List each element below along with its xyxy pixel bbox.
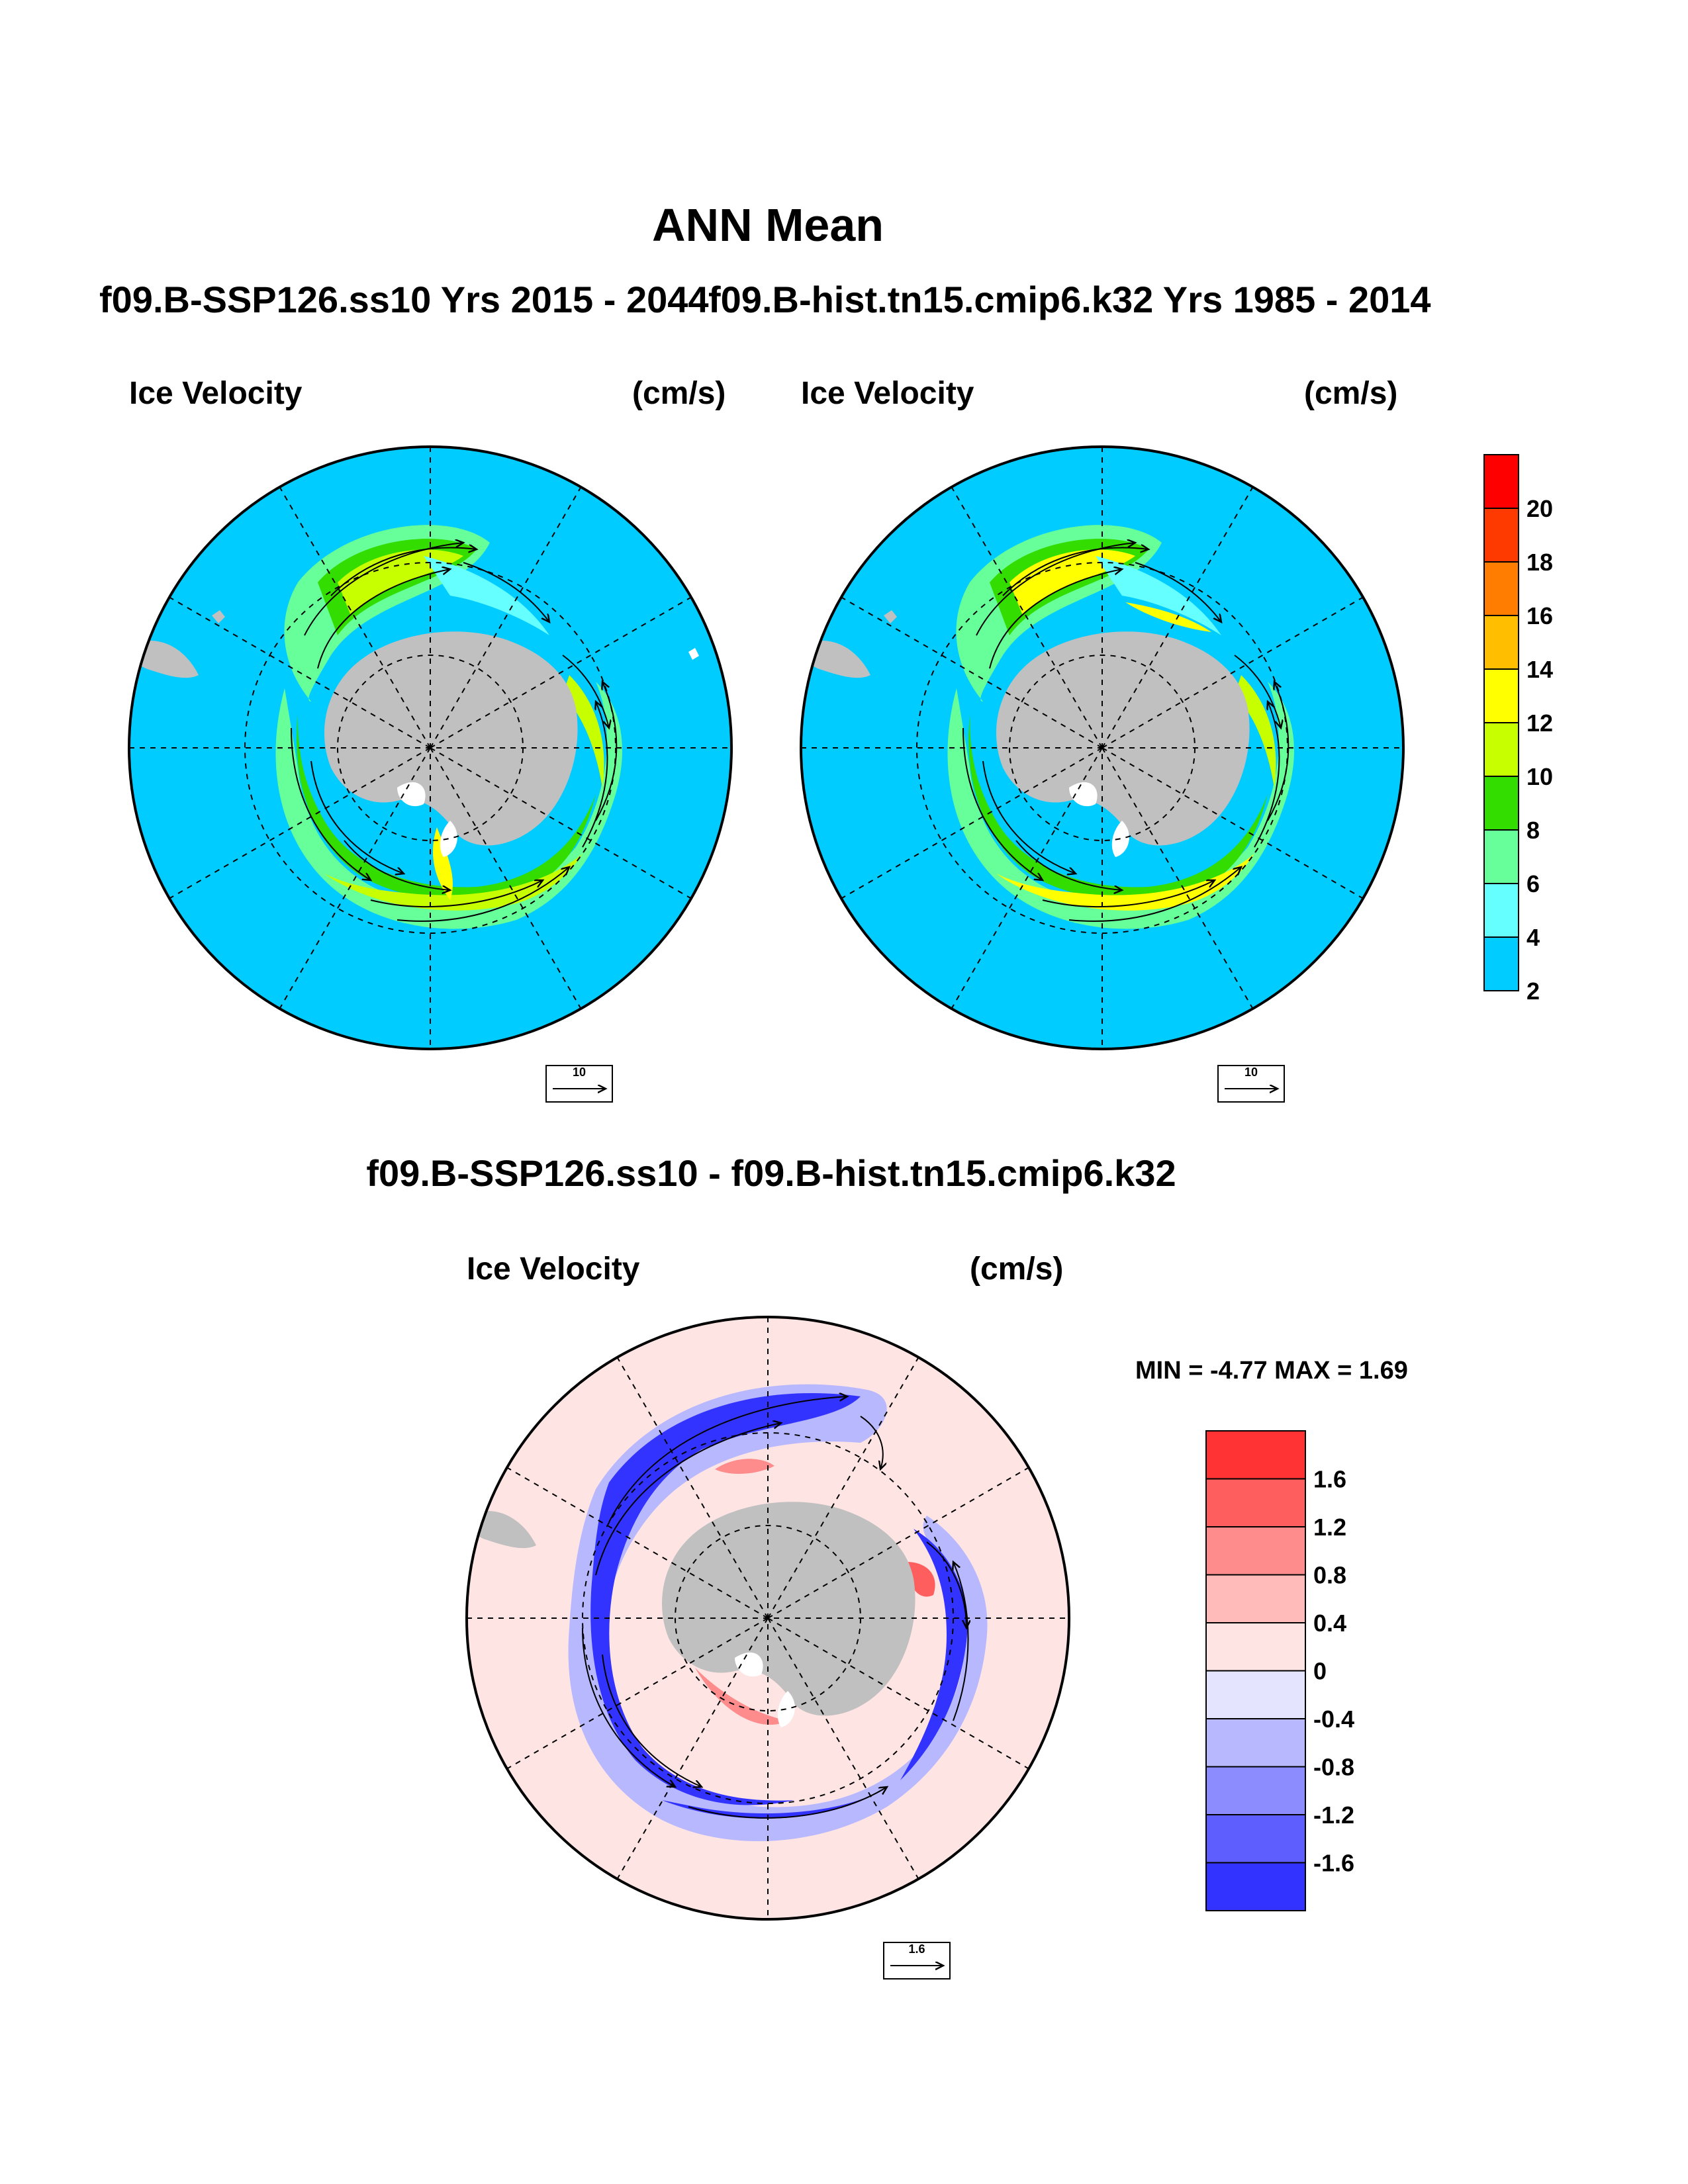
panel1-ref-vector-box — [545, 1065, 613, 1103]
colorbar-main-label: 6 — [1526, 870, 1540, 897]
panel2-units-label: (cm/s) — [1304, 376, 1398, 411]
panel1-field-label: Ice Velocity — [129, 376, 303, 411]
colorbar-diff-box — [1205, 1670, 1306, 1719]
colorbar-diff-box — [1205, 1766, 1306, 1815]
panel2-field — [801, 447, 1403, 1049]
colorbar-main-box — [1483, 776, 1519, 831]
minmax-text: MIN = -4.77 MAX = 1.69 — [1135, 1357, 1408, 1385]
colorbar-diff-label: 1.6 — [1313, 1466, 1346, 1493]
colorbar-diff-box — [1205, 1862, 1306, 1911]
colorbar-main-label: 8 — [1526, 817, 1540, 844]
colorbar-diff-box — [1205, 1430, 1306, 1480]
colorbar-diff-label: -1.2 — [1313, 1801, 1354, 1829]
panel2-ref-vector-label: 10 — [1244, 1066, 1258, 1079]
panel3-field-label: Ice Velocity — [467, 1251, 640, 1287]
panel1-ref-vector-label: 10 — [572, 1066, 586, 1079]
colorbar-main-label: 18 — [1526, 549, 1553, 576]
case2-title: f09.B-hist.tn15.cmip6.k32 Yrs 1985 - 201… — [708, 279, 1431, 320]
colorbar-diff-box — [1205, 1574, 1306, 1623]
panel3-ref-vector-box — [883, 1942, 951, 1979]
panel1-units-label: (cm/s) — [632, 376, 726, 411]
colorbar-diff-box — [1205, 1526, 1306, 1576]
colorbar-main: 20 18 16 14 12 10 8 6 4 2 — [1483, 454, 1553, 1005]
colorbar-main-box — [1483, 829, 1519, 884]
case1-title: f09.B-SSP126.ss10 Yrs 2015 - 2044 — [99, 279, 709, 320]
colorbar-main-box — [1483, 883, 1519, 938]
colorbar-diff-label: 0.4 — [1313, 1610, 1346, 1637]
panel2-field-label: Ice Velocity — [801, 376, 974, 411]
colorbar-diff-label: -1.6 — [1313, 1850, 1354, 1877]
colorbar-main-label: 12 — [1526, 709, 1553, 737]
colorbar-diff-box — [1205, 1814, 1306, 1864]
panel3-ref-vector-label: 1.6 — [908, 1942, 925, 1956]
colorbar-diff: 1.6 1.2 0.8 0.4 0 -0.4 -0.8 -1.2 -1.6 — [1205, 1430, 1354, 1911]
colorbar-diff-box — [1205, 1718, 1306, 1768]
colorbar-main-label: 16 — [1526, 602, 1553, 629]
colorbar-diff-label: 0 — [1313, 1658, 1327, 1685]
colorbar-diff-label: -0.8 — [1313, 1754, 1354, 1781]
colorbar-main-box — [1483, 722, 1519, 777]
colorbar-diff-label: -0.4 — [1313, 1706, 1354, 1733]
panel3-units-label: (cm/s) — [970, 1251, 1064, 1287]
panel3-field — [467, 1317, 1069, 1919]
colorbar-main-box — [1483, 508, 1519, 563]
main-title: ANN Mean — [651, 199, 884, 251]
colorbar-main-label: 10 — [1526, 763, 1553, 790]
colorbar-main-box — [1483, 615, 1519, 670]
colorbar-main-box — [1483, 936, 1519, 991]
colorbar-diff-box — [1205, 1478, 1306, 1527]
colorbar-diff-box — [1205, 1622, 1306, 1672]
panel2-ref-vector-box — [1217, 1065, 1285, 1103]
colorbar-main-box — [1483, 668, 1519, 723]
diff-title: f09.B-SSP126.ss10 - f09.B-hist.tn15.cmip… — [366, 1152, 1176, 1194]
colorbar-main-label: 14 — [1526, 656, 1553, 683]
colorbar-main-box — [1483, 454, 1519, 509]
colorbar-diff-label: 1.2 — [1313, 1514, 1346, 1541]
colorbar-main-box — [1483, 561, 1519, 616]
colorbar-diff-label: 0.8 — [1313, 1562, 1346, 1589]
colorbar-main-label: 2 — [1526, 978, 1540, 1005]
panel1-field — [129, 447, 731, 1049]
colorbar-main-label: 4 — [1526, 924, 1540, 951]
colorbar-main-label: 20 — [1526, 495, 1553, 522]
